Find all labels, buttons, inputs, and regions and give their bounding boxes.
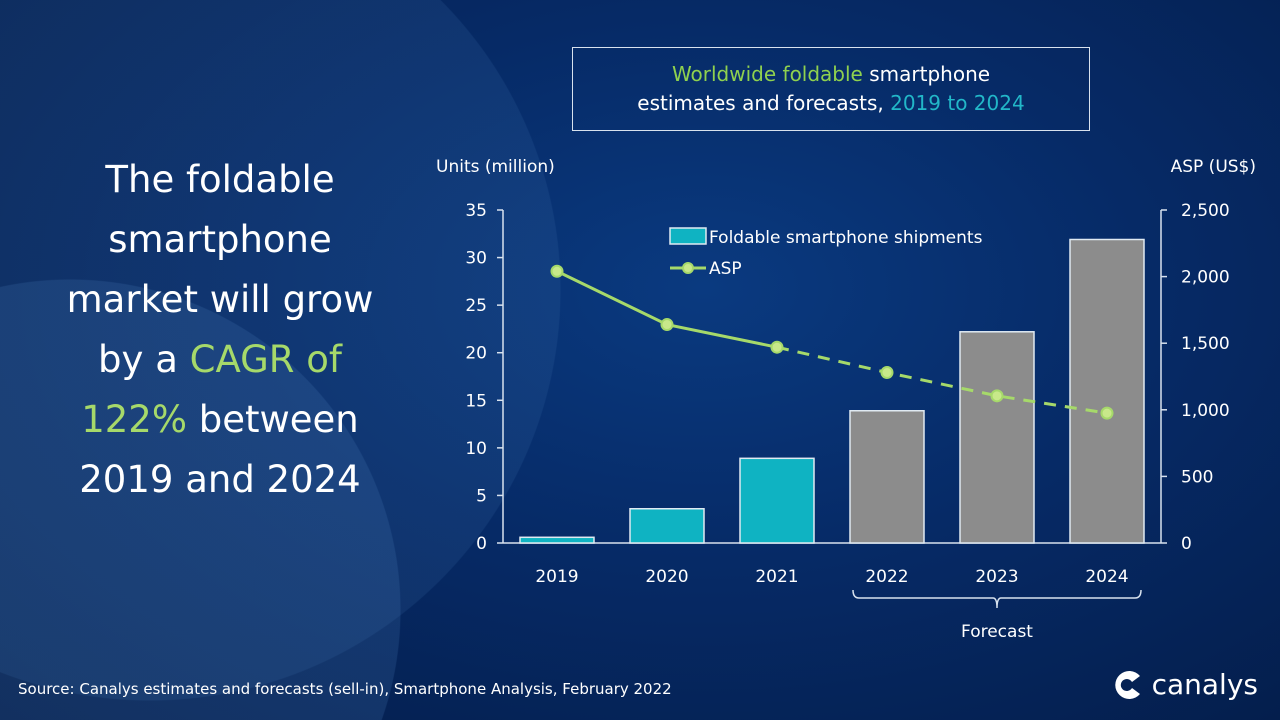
asp-line-actual (556, 269, 778, 349)
legend-marker-asp (682, 262, 694, 274)
headline-line: 2019 and 2024 (79, 458, 361, 501)
headline-text: by a (98, 338, 190, 381)
x-tick-label: 2024 (1085, 567, 1128, 587)
asp-line-forecast (776, 345, 1108, 415)
bar-2023 (959, 331, 1035, 544)
asp-point-2019 (550, 264, 564, 278)
logo-text: canalys (1151, 668, 1258, 701)
asp-point-2024 (1100, 406, 1114, 420)
y-tick-label-right: 1,500 (1181, 334, 1230, 354)
y-tick-label-right: 500 (1181, 467, 1213, 487)
y-tick-label-left: 25 (465, 296, 487, 316)
asp-point-2023 (990, 389, 1004, 403)
chart-title: Worldwide foldable smartphone estimates … (572, 47, 1090, 131)
headline: The foldable smartphone market will grow… (30, 150, 410, 510)
title-text: smartphone (862, 62, 991, 86)
y-tick-label-right: 1,000 (1181, 401, 1230, 421)
bar-2020 (629, 507, 705, 544)
forecast-label: Forecast (961, 622, 1033, 642)
bar-2022 (849, 410, 925, 544)
y-tick-label-left: 35 (465, 201, 487, 221)
asp-point-2022 (880, 366, 894, 380)
logo: canalys (1110, 668, 1258, 701)
y-axis-left-label: Units (million) (436, 157, 555, 177)
headline-line: The foldable (105, 158, 335, 201)
y-tick-label-left: 10 (465, 439, 487, 459)
x-tick-label: 2021 (755, 567, 798, 587)
y-tick-label-left: 5 (476, 486, 487, 506)
headline-text: between (187, 398, 359, 441)
chart: Units (million) ASP (US$) 0 5 10 15 20 25 30 35… (436, 157, 1256, 642)
y-axis-right-label: ASP (US$) (1171, 157, 1256, 177)
x-tick-label: 2022 (865, 567, 908, 587)
y-tick-label-right: 2,000 (1181, 268, 1230, 288)
legend-label-asp: ASP (709, 259, 742, 279)
headline-line: smartphone (108, 218, 332, 261)
headline-line: by a CAGR of (30, 330, 410, 390)
headline-line: market will grow (66, 278, 374, 321)
title-text: 2019 to 2024 (890, 91, 1025, 115)
legend-label-shipments: Foldable smartphone shipments (709, 228, 983, 248)
x-tick-label: 2019 (535, 567, 578, 587)
legend-swatch-shipments (669, 227, 707, 245)
asp-point-2021 (770, 340, 784, 354)
x-tick-label: 2020 (645, 567, 688, 587)
y-tick-label-left: 0 (476, 534, 487, 554)
source-note: Source: Canalys estimates and forecasts … (18, 680, 672, 698)
y-tick-label-left: 20 (465, 344, 487, 364)
forecast-bracket (852, 589, 1142, 609)
y-tick-label-right: 0 (1181, 534, 1192, 554)
bar-2019 (519, 536, 595, 544)
headline-highlight: 122% (81, 398, 187, 441)
y-tick-label-left: 15 (465, 391, 487, 411)
y-tick-label-right: 2,500 (1181, 201, 1230, 221)
asp-point-2020 (660, 318, 674, 332)
bar-2024 (1069, 238, 1145, 544)
bar-2021 (739, 457, 815, 544)
title-text: estimates and forecasts, (637, 91, 891, 115)
y-tick-label-left: 30 (465, 249, 487, 269)
x-tick-label: 2023 (975, 567, 1018, 587)
title-text: Worldwide foldable (671, 62, 863, 86)
headline-line: 122% between (30, 390, 410, 450)
headline-highlight: CAGR of (189, 338, 342, 381)
canalys-logo-icon (1114, 670, 1140, 699)
